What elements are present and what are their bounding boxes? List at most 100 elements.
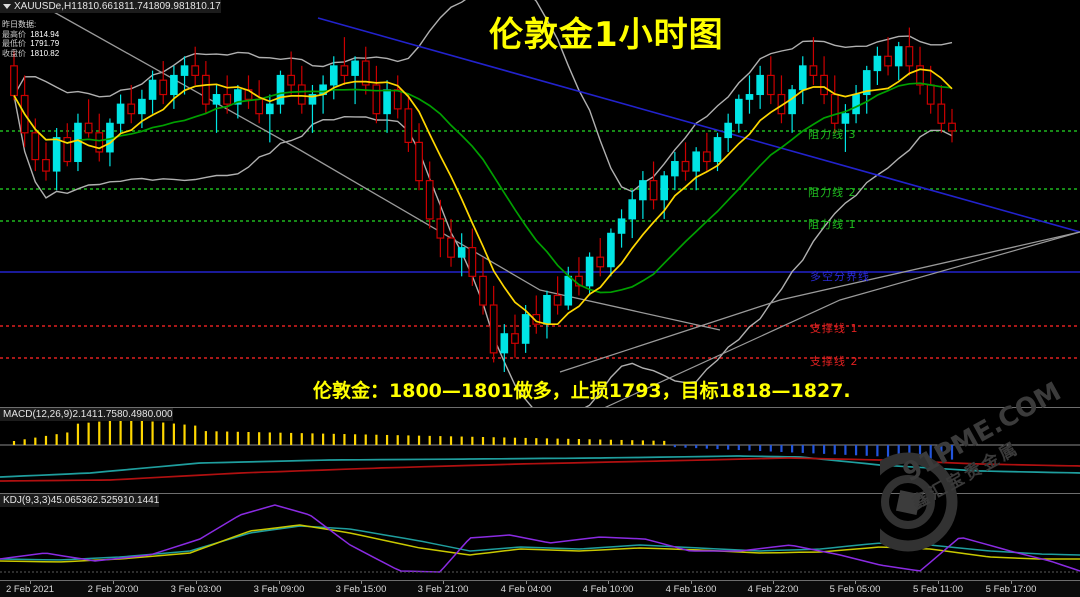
x-axis[interactable]: 2 Feb 2021 2 Feb 20:00 3 Feb 03:00 3 Feb 09… — [0, 580, 1080, 597]
channel-line-upper — [35, 1, 721, 331]
candle-body — [287, 74, 296, 86]
candle-body — [329, 65, 338, 86]
kdj-pane[interactable] — [0, 493, 1080, 580]
x-axis-tick: 5 Feb 05:00 — [829, 584, 881, 595]
ma-fast-line — [13, 68, 953, 326]
macd-bar — [822, 445, 826, 454]
macd-bar — [396, 435, 399, 445]
candle-body — [820, 74, 828, 96]
candle-body — [223, 93, 232, 105]
candle-body — [170, 74, 178, 96]
candle-body — [553, 294, 562, 306]
candle-body — [191, 65, 200, 77]
macd-bar — [279, 432, 282, 445]
macd-bar — [545, 438, 549, 445]
candle-body — [628, 199, 637, 220]
candle-body — [351, 60, 359, 76]
candle-body — [201, 74, 210, 105]
candle-body — [212, 94, 221, 105]
candle-body — [479, 275, 487, 306]
bollinger-upper-line — [13, 0, 953, 193]
x-axis-tick-mark — [1011, 581, 1012, 584]
macd-bar — [236, 431, 239, 445]
candle-body — [521, 314, 530, 344]
x-axis-tick-mark — [608, 581, 609, 584]
macd-bar — [172, 423, 175, 445]
macd-bar — [375, 434, 378, 445]
ma-slow-line — [13, 82, 953, 294]
macd-bar — [748, 445, 751, 451]
candle-body — [404, 108, 413, 143]
candle-body — [10, 65, 18, 97]
candle-body — [52, 137, 61, 172]
macd-bar — [503, 437, 506, 445]
quote-high: 1811.74 — [112, 1, 149, 12]
macd-bar — [705, 445, 708, 449]
candle-body — [937, 103, 946, 124]
mid-line-label: 多空分界线 — [810, 270, 870, 283]
x-axis-tick: 4 Feb 04:00 — [500, 584, 552, 595]
macd-header[interactable]: MACD(12,26,9) 2.141 1.758 0.498 0.000 — [0, 408, 173, 421]
candle-body — [372, 84, 381, 115]
triangle-down-icon[interactable] — [3, 4, 11, 9]
candle-body — [138, 98, 146, 115]
candle-body — [340, 65, 349, 77]
trend-line-descending — [317, 17, 1080, 233]
macd-bar — [151, 421, 154, 445]
x-axis-tick: 5 Feb 17:00 — [985, 584, 1037, 595]
candle-body — [255, 98, 264, 115]
macd-bar — [12, 441, 16, 445]
macd-bar — [737, 445, 740, 451]
macd-bar — [492, 437, 495, 445]
candle-body — [926, 84, 935, 105]
symbol-bar[interactable]: XAUUSDe,H1 1810.66 1811.74 1809.98 1810.… — [0, 0, 221, 13]
candle-body — [159, 79, 168, 96]
macd-bar — [567, 438, 570, 445]
macd-bar — [98, 421, 101, 445]
ma-fast-line — [13, 68, 953, 326]
kdj-header[interactable]: KDJ(9,3,3) 45.0653 62.5259 10.1441 — [0, 494, 160, 507]
candle-body — [297, 84, 306, 105]
macd-bar — [780, 445, 783, 452]
candle-body — [489, 304, 498, 354]
x-axis-tick-mark — [526, 581, 527, 584]
macd-value-2: 1.758 — [97, 409, 123, 420]
macd-bar — [588, 439, 591, 445]
yesterday-data-panel: 昨日数据: 最高价 1814.94 最低价 1791.79 收盘价 1810.8… — [2, 20, 59, 58]
candle-body — [543, 294, 551, 325]
macd-bar — [716, 445, 719, 450]
macd-bar — [652, 440, 655, 445]
candle-body — [234, 89, 242, 105]
candle-body — [425, 180, 434, 220]
x-axis-tick: 3 Feb 21:00 — [417, 584, 469, 595]
candle-body — [468, 247, 477, 277]
candle-body — [852, 94, 860, 115]
macd-bar — [513, 437, 517, 445]
candle-body — [830, 93, 839, 124]
x-axis-tick: 4 Feb 10:00 — [582, 584, 634, 595]
x-axis-tick: 3 Feb 03:00 — [170, 584, 222, 595]
candle-body — [596, 256, 605, 268]
candle-body — [692, 151, 700, 172]
yesterday-row-low: 最低价 1791.79 — [2, 39, 59, 49]
macd-bar — [311, 433, 314, 445]
macd-bar — [940, 445, 943, 460]
candle-body — [500, 333, 509, 354]
candle-body — [671, 161, 679, 177]
macd-bar — [950, 445, 954, 460]
price-chart-pane[interactable] — [0, 0, 1080, 408]
macd-bar — [929, 445, 932, 459]
macd-bar — [66, 432, 69, 445]
page-title: 伦敦金1小时图 — [489, 15, 724, 55]
yesterday-row-close: 收盘价 1810.82 — [2, 49, 59, 59]
symbol-label: XAUUSDe,H1 — [14, 1, 77, 12]
candle-body — [276, 74, 285, 105]
macd-bar — [332, 433, 335, 445]
yesterday-close-label: 收盘价 — [2, 48, 26, 58]
candle-body — [564, 275, 573, 306]
macd-bar — [577, 439, 581, 445]
macd-bar — [183, 424, 186, 445]
macd-bar — [87, 422, 90, 445]
yesterday-close-value: 1810.82 — [30, 48, 60, 58]
macd-bar — [695, 445, 698, 449]
